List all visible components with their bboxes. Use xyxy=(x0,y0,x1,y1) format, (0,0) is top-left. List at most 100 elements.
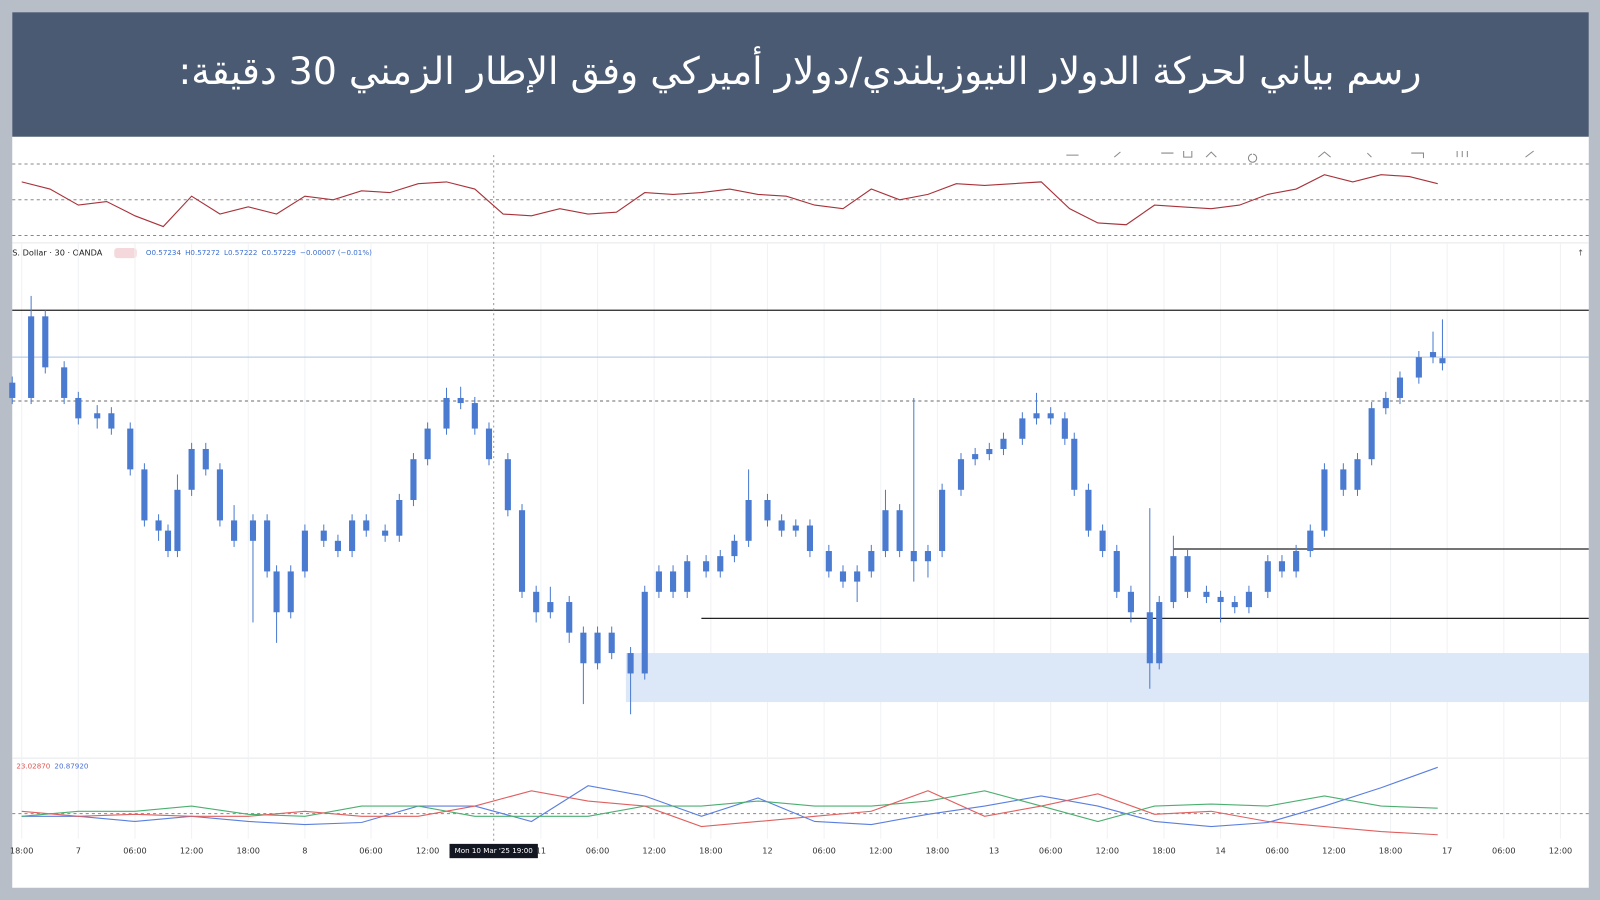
candle-body xyxy=(1396,377,1404,398)
candle-body xyxy=(471,403,478,429)
candle-body xyxy=(655,571,662,592)
candle-body xyxy=(547,602,554,613)
candle-body xyxy=(972,454,979,460)
candle-body xyxy=(910,551,917,562)
x-tick-label: 12:00 xyxy=(180,846,204,856)
scroll-icon[interactable]: ↑ xyxy=(1577,248,1584,258)
zone xyxy=(625,653,1589,703)
candle-body xyxy=(249,520,257,541)
x-tick-label: 11 xyxy=(536,846,546,856)
x-tick-label: 06:00 xyxy=(1039,846,1063,856)
toolbar xyxy=(1066,150,1534,163)
candle-body xyxy=(188,448,195,490)
candle-body xyxy=(287,571,294,613)
rsi-line xyxy=(21,174,1438,228)
legend-value: −0.00007 (−0.01%) xyxy=(300,248,372,257)
candle-body xyxy=(1264,561,1271,592)
candle-body xyxy=(1278,561,1286,572)
candle-body xyxy=(806,525,814,552)
candle-body xyxy=(264,520,271,572)
candle-body xyxy=(174,489,181,552)
x-tick-label: 12:00 xyxy=(1322,846,1346,856)
x-tick-label: 06:00 xyxy=(812,846,836,856)
candle-body xyxy=(410,459,417,500)
candle-body xyxy=(868,551,875,572)
x-tick-label: 18:00 xyxy=(10,846,34,856)
candle-body xyxy=(141,469,148,521)
candle-body xyxy=(61,367,68,398)
candle-body xyxy=(155,520,162,531)
candle-body xyxy=(1156,602,1163,664)
crosshair-label-bg xyxy=(449,843,538,859)
candle-body xyxy=(1127,591,1134,613)
candle-body xyxy=(854,571,861,582)
candle-body xyxy=(1439,358,1446,364)
candle-body xyxy=(957,459,965,490)
candle-body xyxy=(1368,408,1375,460)
title-banner xyxy=(12,12,1589,137)
legend-value: C0.57229 xyxy=(262,248,297,257)
candle-body xyxy=(670,571,677,592)
candle-body xyxy=(94,413,101,419)
candle-body xyxy=(202,448,209,470)
candle-body xyxy=(1307,530,1314,552)
candle-body xyxy=(349,520,356,552)
candle-body xyxy=(896,510,903,552)
candle-body xyxy=(9,382,16,398)
x-tick-label: 12:00 xyxy=(416,846,440,856)
x-tick-label: 7 xyxy=(76,846,81,856)
candle-body xyxy=(1354,459,1361,490)
candle-body xyxy=(382,530,389,536)
candle-body xyxy=(1321,469,1328,531)
candle-body xyxy=(1203,591,1210,597)
dmi-line xyxy=(21,766,1438,828)
candle-body xyxy=(1340,469,1347,490)
title: رسم بياني لحركة الدولار النيوزيلندي/دولا… xyxy=(178,46,1421,94)
candle-body xyxy=(216,469,223,521)
candle-body xyxy=(1071,438,1078,490)
candle-body xyxy=(1293,551,1300,572)
candle-body xyxy=(1415,357,1422,378)
candle-body xyxy=(745,500,752,541)
x-tick-label: 18:00 xyxy=(926,846,950,856)
candle-body xyxy=(533,591,540,613)
candle-body xyxy=(42,316,49,368)
candle-body xyxy=(792,525,799,531)
candle-body xyxy=(231,520,238,541)
candle-body xyxy=(939,489,946,552)
x-tick-label: 18:00 xyxy=(1379,846,1403,856)
candle-body xyxy=(320,530,327,541)
symbol: S. Dollar · 30 · OANDA xyxy=(12,248,103,258)
candle-body xyxy=(684,561,691,592)
candle-body xyxy=(457,397,464,404)
candle-body xyxy=(594,632,601,664)
candle-body xyxy=(108,413,115,429)
x-tick-label: 12:00 xyxy=(642,846,666,856)
candle-body xyxy=(1085,489,1092,531)
x-tick-label: 06:00 xyxy=(359,846,383,856)
candle-body xyxy=(1019,418,1026,439)
candle-body xyxy=(1000,438,1007,449)
x-tick-label: 06:00 xyxy=(1265,846,1289,856)
legend-toggle[interactable] xyxy=(114,247,137,259)
candle-body xyxy=(580,632,587,664)
candle-body xyxy=(778,520,785,531)
dmi-line xyxy=(21,790,1438,823)
x-tick-label: 18:00 xyxy=(236,846,260,856)
candle-body xyxy=(986,448,993,455)
chart-area xyxy=(12,12,1589,888)
dmi-label: 23.02870 xyxy=(16,761,50,770)
candle-body xyxy=(396,500,403,536)
candle-body xyxy=(1184,556,1191,592)
candle-body xyxy=(703,561,710,572)
candle-body xyxy=(334,540,341,552)
candle-body xyxy=(273,571,280,613)
x-tick-label: 12:00 xyxy=(869,846,893,856)
x-tick-label: 8 xyxy=(302,846,307,856)
candle-body xyxy=(443,397,450,429)
x-tick-label: 12:00 xyxy=(1096,846,1120,856)
candle-body xyxy=(566,602,573,633)
candle-body xyxy=(882,510,889,552)
x-tick-label: 12:00 xyxy=(1549,846,1573,856)
